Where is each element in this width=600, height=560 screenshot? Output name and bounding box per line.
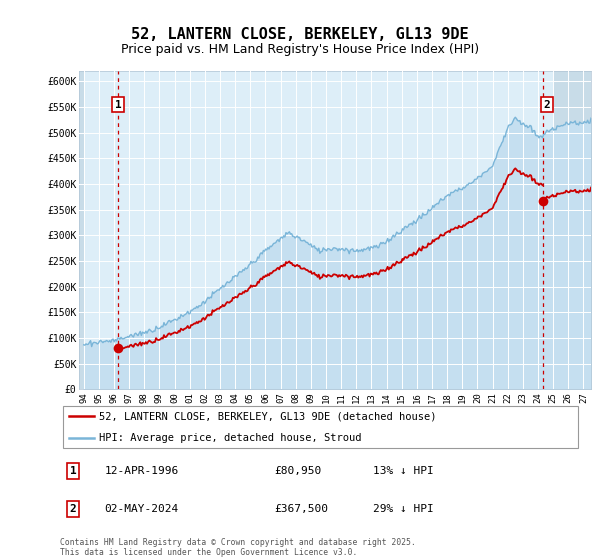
Text: 52, LANTERN CLOSE, BERKELEY, GL13 9DE: 52, LANTERN CLOSE, BERKELEY, GL13 9DE	[131, 27, 469, 42]
Text: £80,950: £80,950	[274, 466, 321, 476]
Text: Contains HM Land Registry data © Crown copyright and database right 2025.
This d: Contains HM Land Registry data © Crown c…	[60, 538, 416, 557]
Text: 2: 2	[70, 504, 76, 514]
Text: 1: 1	[115, 100, 122, 110]
Text: 2: 2	[544, 100, 550, 110]
Bar	[79, 71, 84, 389]
Text: 13% ↓ HPI: 13% ↓ HPI	[373, 466, 434, 476]
Text: 52, LANTERN CLOSE, BERKELEY, GL13 9DE (detached house): 52, LANTERN CLOSE, BERKELEY, GL13 9DE (d…	[99, 411, 437, 421]
Text: 1: 1	[70, 466, 76, 476]
FancyBboxPatch shape	[62, 405, 578, 449]
Text: 02-MAY-2024: 02-MAY-2024	[104, 504, 179, 514]
Text: 12-APR-1996: 12-APR-1996	[104, 466, 179, 476]
Text: £367,500: £367,500	[274, 504, 328, 514]
Bar	[553, 71, 591, 389]
Text: Price paid vs. HM Land Registry's House Price Index (HPI): Price paid vs. HM Land Registry's House …	[121, 43, 479, 55]
Text: HPI: Average price, detached house, Stroud: HPI: Average price, detached house, Stro…	[99, 433, 362, 443]
Text: 29% ↓ HPI: 29% ↓ HPI	[373, 504, 434, 514]
